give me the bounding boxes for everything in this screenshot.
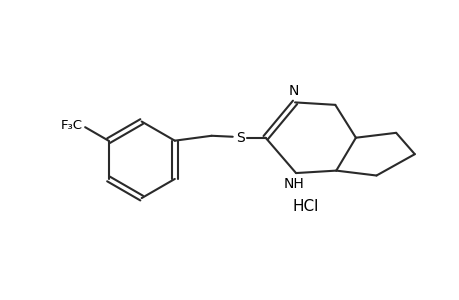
Text: HCl: HCl <box>292 199 319 214</box>
Text: F₃C: F₃C <box>61 119 83 132</box>
Text: S: S <box>235 131 244 145</box>
Text: NH: NH <box>283 177 304 191</box>
Text: N: N <box>288 85 299 98</box>
